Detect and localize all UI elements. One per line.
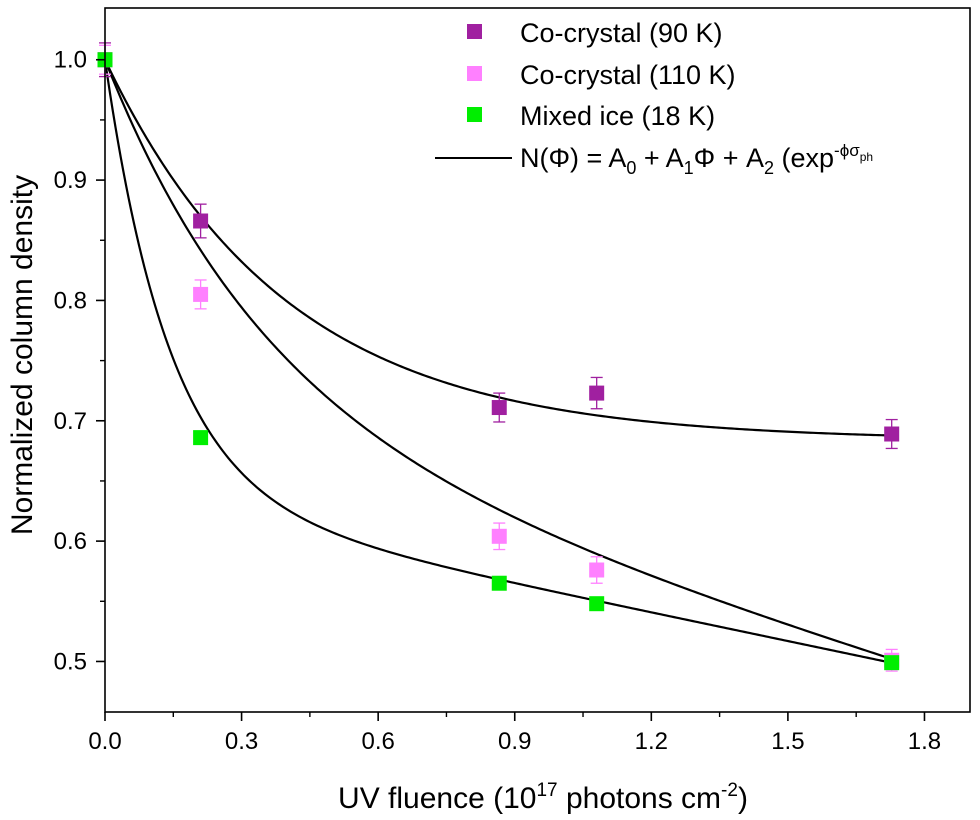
- marker: [589, 562, 605, 578]
- data-point-series-1: [589, 556, 605, 584]
- fit-eq-part: ) = A: [570, 143, 626, 173]
- fit-eq-part: Φ: [694, 143, 716, 173]
- legend-label-series-1: Co-crystal (110 K): [520, 60, 736, 90]
- fit-eq-part: Φ: [549, 143, 571, 173]
- y-tick-label: 0.5: [54, 648, 87, 675]
- x-axis-title: UV fluence (1017 photons cm-2): [338, 780, 748, 815]
- x-tick-label: 0.9: [498, 728, 531, 755]
- fit-curve-series-1: [103, 59, 893, 660]
- x-tick-label: 0.6: [361, 728, 394, 755]
- marker: [193, 213, 209, 229]
- plot-area: [105, 8, 970, 712]
- fit-eq-subscript: 1: [684, 158, 694, 178]
- data-points: [97, 42, 900, 672]
- x-axis-title-part: ): [738, 782, 748, 815]
- x-tick-label: 1.8: [908, 728, 941, 755]
- x-axis-title-part: UV fluence (10: [338, 782, 536, 815]
- data-point-series-2: [884, 655, 900, 671]
- data-point-series-0: [589, 376, 605, 410]
- legend: Co-crystal (90 K) Co-crystal (110 K) Mix…: [435, 18, 873, 178]
- fit-eq-sub-superscript: ph: [860, 150, 873, 164]
- marker: [589, 596, 605, 612]
- data-point-series-0: [491, 392, 507, 423]
- x-tick-label: 0.3: [225, 728, 258, 755]
- fit-eq-superscript: -ϕσ: [834, 141, 860, 160]
- axes: 0.0 0.3 0.6 0.9 1.2 1.5 1.8 0.5 0.6 0.7 0.8 0.9 1.0: [54, 7, 971, 755]
- legend-marker-series-0: [467, 24, 482, 39]
- y-axis-title: Normalized column density: [6, 175, 39, 535]
- data-point-series-1: [193, 279, 209, 310]
- fit-eq-part: (exp: [774, 143, 834, 173]
- legend-label-series-2: Mixed ice (18 K): [520, 101, 715, 131]
- legend-label-series-0: Co-crystal (90 K): [520, 18, 723, 48]
- x-tick-label: 0.0: [88, 728, 121, 755]
- legend-marker-series-2: [467, 107, 482, 122]
- marker: [884, 426, 900, 442]
- y-tick-label: 1.0: [54, 47, 87, 74]
- marker: [491, 528, 507, 544]
- y-tick-label: 0.7: [54, 408, 87, 435]
- x-axis-title-exponent: 17: [536, 780, 557, 801]
- y-tick-label: 0.8: [54, 287, 87, 314]
- fit-eq-part: + A: [636, 143, 683, 173]
- plot-background: [105, 8, 970, 712]
- data-point-series-1: [491, 522, 507, 551]
- legend-fit-equation: N(Φ) = A0 + A1Φ + A2 (exp-ϕσph: [520, 141, 873, 178]
- fit-eq-part: + A: [715, 143, 764, 173]
- marker: [193, 286, 209, 302]
- legend-marker-series-1: [467, 66, 482, 81]
- fit-eq-part: N(: [520, 143, 549, 173]
- data-point-series-2: [491, 575, 507, 591]
- marker: [884, 655, 900, 671]
- x-tick-label: 1.5: [771, 728, 804, 755]
- fit-curve-series-0: [104, 59, 892, 437]
- x-tick-label: 1.2: [635, 728, 668, 755]
- fit-eq-subscript: 0: [626, 158, 636, 178]
- data-point-series-0: [193, 203, 209, 239]
- marker: [491, 575, 507, 591]
- marker: [589, 385, 605, 401]
- data-point-series-2: [193, 430, 209, 446]
- x-axis-title-exponent: -2: [721, 780, 738, 801]
- y-tick-label: 0.9: [54, 167, 87, 194]
- x-axis-title-part: photons cm: [558, 782, 721, 815]
- y-tick-label: 0.6: [54, 528, 87, 555]
- data-point-series-2: [589, 596, 605, 612]
- marker: [193, 430, 209, 446]
- fit-eq-subscript: 2: [764, 158, 774, 178]
- data-point-series-0: [884, 418, 900, 450]
- marker: [491, 400, 507, 416]
